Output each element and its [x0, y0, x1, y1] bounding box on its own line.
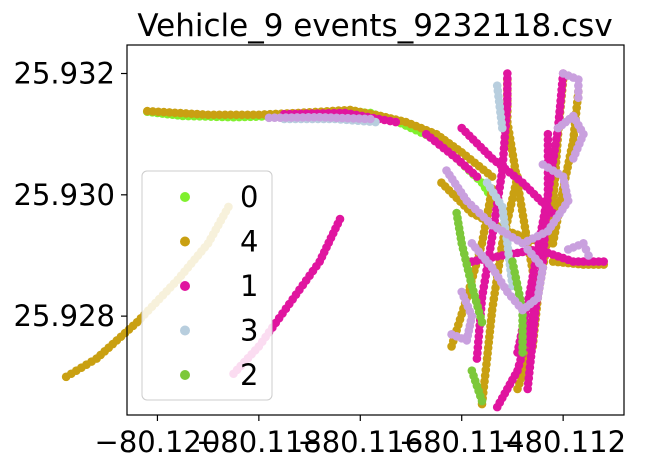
legend-entry-2: 2: [180, 358, 258, 392]
data-point: [467, 366, 477, 376]
legend-frame: [141, 170, 273, 401]
legend-entries: 0 4 1 3 2: [180, 180, 258, 392]
data-point: [548, 239, 558, 248]
legend-marker: [180, 325, 190, 336]
legend-marker: [180, 281, 190, 291]
legend-label: 1: [240, 269, 258, 303]
overlay-path-6: [563, 239, 593, 260]
legend-entry-3: 3: [180, 314, 258, 348]
data-point: [366, 114, 375, 124]
x-tick-label: −80.112: [500, 425, 626, 459]
legend-entry-1: 1: [180, 269, 258, 303]
data-point: [503, 69, 512, 78]
legend: 0 4 1 3 2: [141, 170, 273, 401]
x-tick-label: −80.116: [297, 425, 423, 459]
data-point: [472, 172, 482, 181]
data-point: [599, 257, 609, 266]
data-point: [487, 172, 497, 181]
data-point: [335, 214, 345, 224]
y-tick-label: 25.928: [14, 299, 115, 333]
legend-label: 2: [240, 358, 258, 392]
overlay-path-5: [264, 112, 375, 124]
data-point: [574, 81, 583, 90]
data-point: [518, 348, 527, 357]
y-tick-label: 25.932: [14, 57, 115, 91]
x-axis: −80.120−80.118−80.116−80.114−80.112: [95, 415, 626, 459]
data-point: [574, 75, 583, 84]
legend-label: 4: [240, 225, 258, 259]
data-point: [513, 384, 522, 394]
data-point: [574, 93, 583, 103]
y-tick-label: 25.930: [14, 178, 115, 212]
y-axis: 25.928 25.930 25.932: [14, 57, 127, 333]
data-point: [477, 317, 487, 327]
x-tick-label: −80.120: [95, 425, 221, 459]
series-2-path-2: [467, 366, 487, 406]
data-point: [538, 160, 548, 169]
legend-label: 3: [240, 314, 258, 348]
data-point: [574, 87, 583, 96]
legend-label: 0: [240, 180, 258, 214]
series-3-path-2: [492, 81, 507, 133]
x-tick-label: −80.118: [196, 425, 322, 459]
series-1-path-1: [421, 129, 482, 181]
overlay-path-1: [467, 239, 548, 315]
data-point: [391, 117, 401, 127]
legend-entry-0: 0: [180, 180, 258, 214]
legend-marker: [180, 370, 190, 380]
overlay-path-0: [442, 160, 573, 248]
data-point: [543, 129, 553, 139]
overlay-path-2: [447, 287, 477, 345]
series-2-path-0: [452, 208, 487, 327]
x-tick-label: −80.114: [399, 425, 525, 459]
data-point: [523, 245, 532, 254]
data-point: [584, 251, 593, 260]
chart-title: Vehicle_9 events_9232118.csv: [137, 8, 612, 44]
legend-marker: [180, 192, 190, 202]
plot-points: [61, 69, 609, 412]
data-point: [497, 123, 507, 133]
data-point: [553, 123, 563, 133]
series-1-path-7: [457, 123, 558, 218]
data-point: [447, 330, 456, 339]
overlay-path-4: [558, 69, 583, 103]
plot-frame: [126, 44, 625, 416]
legend-entry-4: 4: [180, 225, 258, 259]
overlay-path-3: [553, 111, 588, 163]
legend-marker: [180, 236, 190, 247]
